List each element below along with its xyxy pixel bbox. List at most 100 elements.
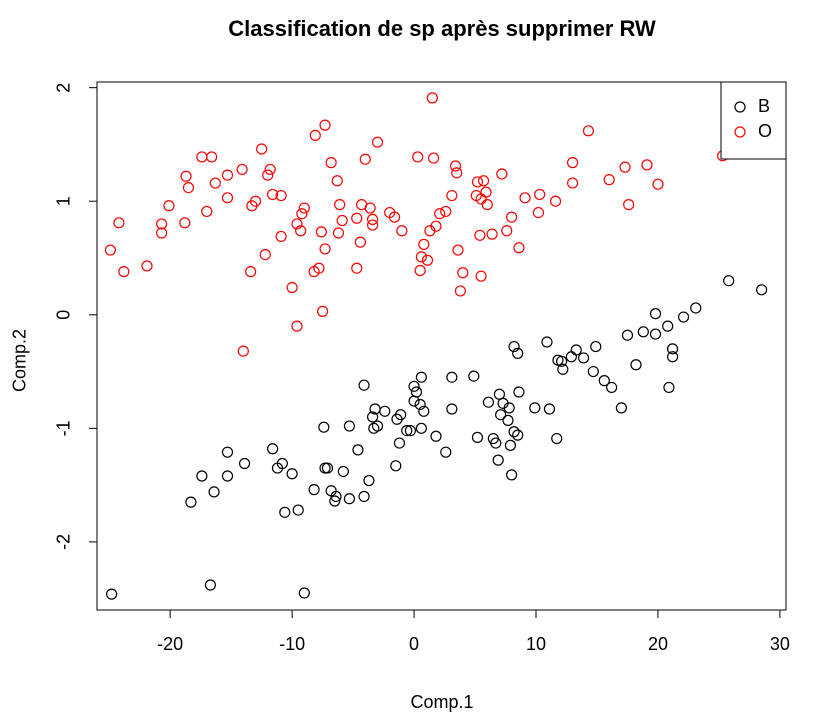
data-point [446, 189, 458, 202]
data-point [481, 199, 493, 211]
x-tick-label: 10 [526, 634, 546, 654]
data-point [286, 281, 298, 294]
data-point [552, 354, 564, 366]
data-point [666, 343, 679, 355]
legend-marker [734, 126, 746, 138]
data-point [649, 328, 662, 340]
x-tick-label: -10 [279, 634, 305, 654]
series-O [104, 92, 729, 357]
data-point [408, 380, 420, 392]
data-point [331, 175, 343, 187]
data-point [367, 411, 379, 423]
data-point [446, 403, 458, 415]
legend-label: B [758, 96, 770, 116]
data-point [475, 270, 487, 282]
data-point [452, 244, 464, 256]
data-point [391, 413, 403, 425]
data-point [495, 409, 507, 421]
data-point [534, 188, 546, 201]
x-tick-label: 30 [770, 634, 790, 654]
data-point [565, 351, 577, 363]
data-point [259, 248, 271, 261]
x-tick-label: 20 [648, 634, 668, 654]
data-point [298, 202, 310, 214]
data-point [325, 157, 337, 169]
data-point [308, 266, 320, 278]
data-point [319, 119, 331, 131]
data-point [156, 218, 168, 230]
x-axis: -20 -10 0 10 20 30 [157, 609, 790, 654]
data-point [532, 206, 545, 219]
data-point [410, 386, 423, 398]
data-point [275, 189, 287, 202]
data-point [606, 381, 618, 394]
chart-title: Classification de sp après supprimer RW [228, 16, 656, 41]
y-tick-label: 2 [54, 83, 74, 93]
data-point [424, 225, 436, 237]
data-point [317, 305, 329, 317]
data-point [652, 178, 664, 190]
data-point [663, 381, 675, 394]
data-point [549, 195, 562, 207]
data-point [291, 218, 303, 230]
data-point [201, 205, 213, 218]
data-point [630, 359, 642, 371]
data-point [180, 170, 192, 182]
data-point [587, 365, 599, 378]
data-point [246, 200, 258, 212]
data-point [508, 426, 520, 438]
data-point [471, 176, 484, 188]
data-point [451, 167, 463, 179]
data-point [440, 446, 452, 458]
data-point [298, 587, 310, 599]
data-point [501, 225, 513, 237]
data-point [367, 213, 379, 225]
data-point [206, 151, 218, 163]
data-point [363, 474, 375, 487]
data-point [621, 329, 634, 341]
data-point [236, 163, 248, 176]
data-point [677, 311, 690, 323]
data-point [723, 275, 735, 287]
data-points [104, 92, 768, 600]
data-point [513, 386, 525, 398]
data-point [543, 403, 556, 415]
x-tick-label: 0 [409, 634, 419, 654]
y-tick-label: 1 [54, 196, 74, 206]
data-point [208, 486, 220, 498]
data-point [337, 465, 349, 478]
data-point [262, 169, 274, 181]
data-point [321, 462, 334, 474]
data-point [279, 506, 291, 518]
data-point [309, 129, 321, 141]
data-point [238, 457, 251, 470]
data-point [449, 160, 462, 172]
data-point [359, 153, 371, 165]
data-point [271, 462, 284, 474]
data-point [566, 177, 579, 189]
data-point [557, 363, 569, 375]
data-point [487, 432, 499, 445]
data-point [196, 151, 208, 163]
data-point [179, 217, 191, 229]
data-point [421, 254, 434, 266]
data-point [351, 212, 363, 224]
data-point [318, 421, 330, 433]
data-point [496, 168, 508, 180]
data-point [468, 370, 480, 382]
data-point [756, 284, 768, 296]
data-point [418, 238, 430, 250]
legend-marker [734, 101, 746, 113]
data-point [371, 420, 384, 432]
data-point [482, 396, 495, 408]
data-point [504, 439, 516, 451]
data-point [637, 326, 649, 338]
data-point [603, 174, 615, 186]
data-point [390, 460, 402, 472]
data-point [106, 588, 118, 600]
data-point [566, 157, 579, 169]
data-point [286, 468, 298, 480]
data-point [506, 211, 518, 223]
data-point [414, 264, 426, 277]
